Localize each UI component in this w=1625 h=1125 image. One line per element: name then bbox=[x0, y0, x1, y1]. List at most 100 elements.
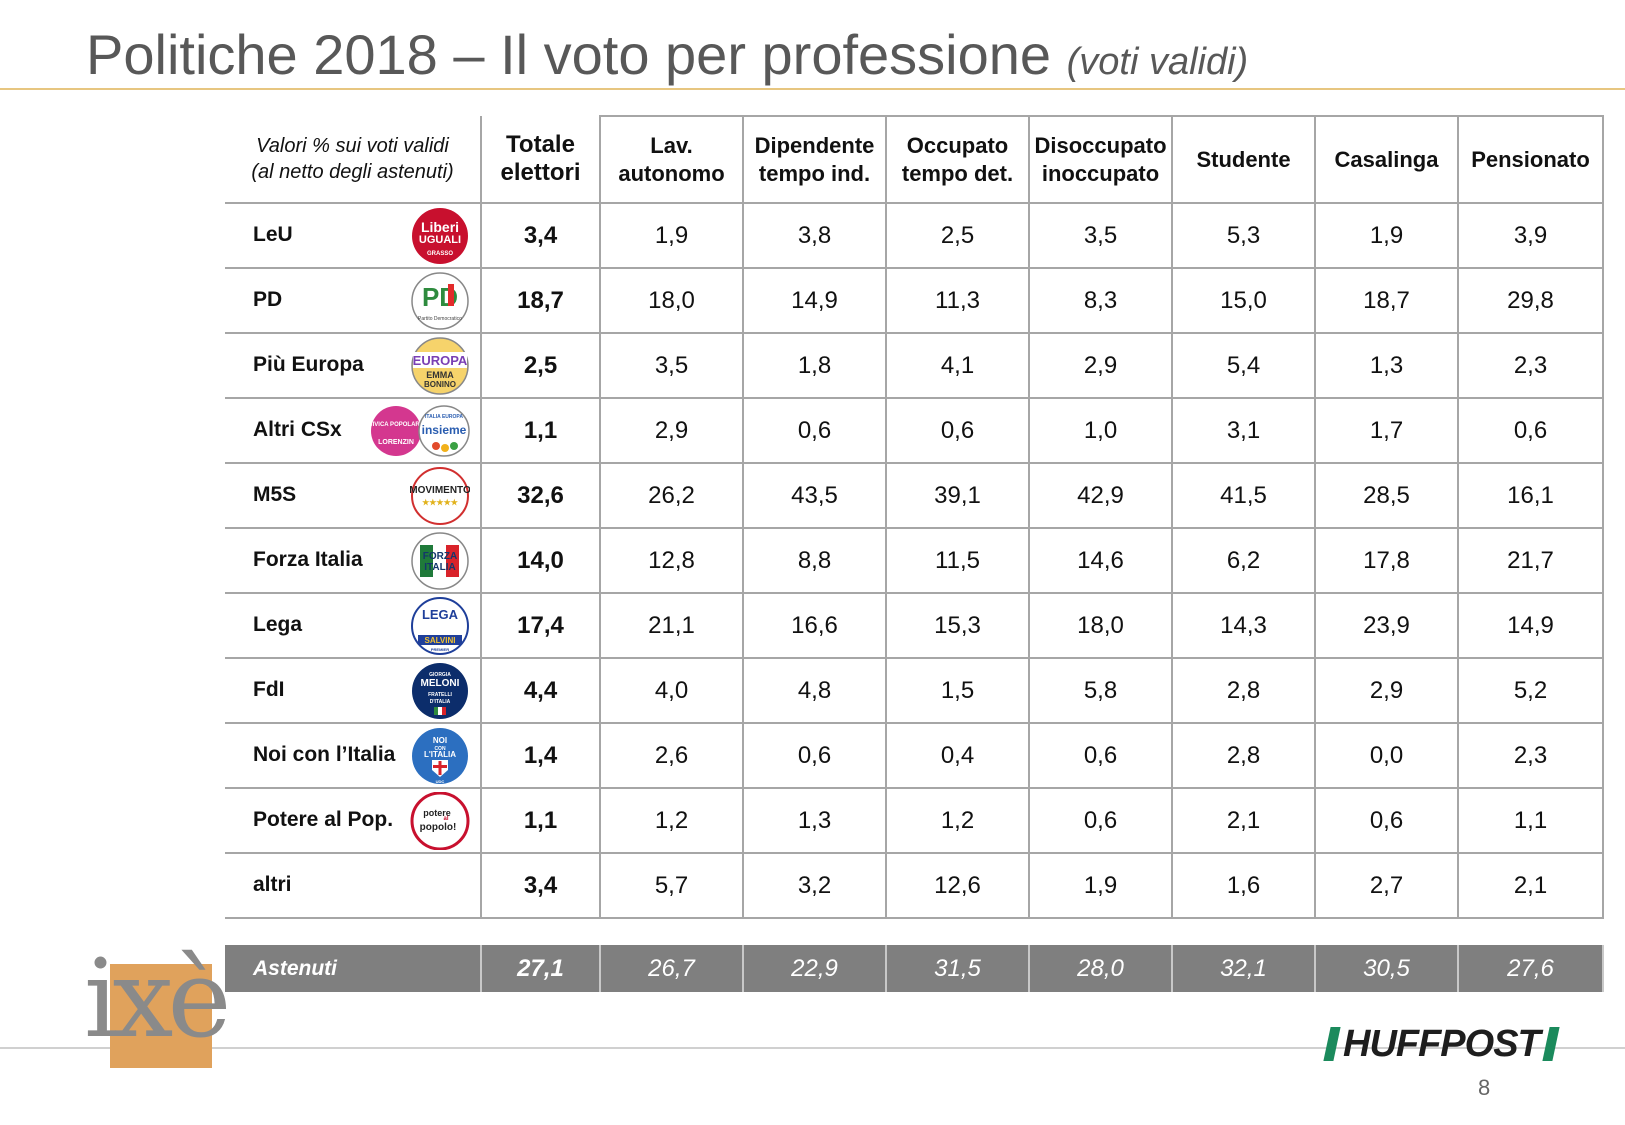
cell-value: 16,6 bbox=[743, 593, 887, 659]
column-header-lav-autonomo: Lav. autonomo bbox=[600, 115, 744, 204]
cell-value: 0,6 bbox=[743, 398, 887, 464]
cell-value: 14,6 bbox=[1029, 528, 1173, 594]
total-value: 17,4 bbox=[481, 593, 601, 659]
logo-text: UGUALI bbox=[419, 234, 461, 246]
col-header-line2: tempo det. bbox=[901, 160, 1014, 186]
cell-value: 39,1 bbox=[886, 463, 1030, 529]
cell-value: 5,7 bbox=[600, 853, 744, 919]
logo-text: EMMA bbox=[426, 370, 454, 380]
cell-value: 2,9 bbox=[1315, 658, 1459, 724]
civica-popolare-disc bbox=[371, 406, 421, 456]
cell-value: 5,8 bbox=[1029, 658, 1173, 724]
column-header-casalinga: Casalinga bbox=[1315, 115, 1459, 204]
cell-value: 0,4 bbox=[886, 723, 1030, 789]
col-header-line1: Occupato bbox=[906, 132, 1009, 158]
total-value: 1,1 bbox=[481, 788, 601, 854]
flag-red bbox=[446, 545, 459, 577]
abstain-label: Astenuti bbox=[225, 945, 482, 992]
abstain-row: Astenuti 27,1 26,7 22,9 31,5 28,0 32,1 30,5 27,6 bbox=[225, 945, 1604, 992]
column-header-pensionato: Pensionato bbox=[1458, 115, 1604, 204]
party-row-noi-con-l-italia: Noi con l’Italia NOI CON L'ITALIA UDC 1,4 2,6 0… bbox=[225, 723, 1604, 789]
col-header-line2: inoccupato bbox=[1041, 160, 1160, 186]
cell-value: 4,8 bbox=[743, 658, 887, 724]
party-cell: Noi con l’Italia NOI CON L'ITALIA UDC bbox=[225, 723, 482, 789]
page-number: 8 bbox=[1478, 1075, 1491, 1100]
logo-text: ★★★★★ bbox=[422, 498, 459, 507]
column-header-dipendente: Dipendente tempo ind. bbox=[743, 115, 887, 204]
cell-value: 8,3 bbox=[1029, 268, 1173, 334]
logo-text: Liberi bbox=[421, 219, 459, 235]
insieme-dot-green bbox=[450, 442, 458, 450]
insieme-dot-yellow bbox=[441, 444, 449, 452]
abstain-value: 32,1 bbox=[1172, 945, 1316, 992]
total-value: 4,4 bbox=[481, 658, 601, 724]
cell-value: 1,9 bbox=[1029, 853, 1173, 919]
values-note-line2: (al netto degli astenuti) bbox=[251, 161, 454, 183]
cell-value: 15,0 bbox=[1172, 268, 1316, 334]
cell-value: 17,8 bbox=[1315, 528, 1459, 594]
col-header-line2: autonomo bbox=[618, 160, 725, 186]
party-cell: M5S MOVIMENTO ★★★★★ bbox=[225, 463, 482, 529]
party-name: Altri CSx bbox=[253, 418, 342, 441]
cell-value: 3,1 bbox=[1172, 398, 1316, 464]
title-divider bbox=[0, 88, 1625, 90]
cell-value: 18,0 bbox=[600, 268, 744, 334]
cell-value: 4,1 bbox=[886, 333, 1030, 399]
cell-value: 5,3 bbox=[1172, 203, 1316, 269]
logo-band bbox=[418, 635, 462, 645]
total-value: 1,1 bbox=[481, 398, 601, 464]
logo-red-stripe bbox=[448, 284, 454, 306]
col-header-line2: tempo ind. bbox=[758, 160, 871, 186]
total-value: 2,5 bbox=[481, 333, 601, 399]
col-header-line1: Disoccupato bbox=[1034, 132, 1167, 158]
cell-value: 3,5 bbox=[1029, 203, 1173, 269]
total-value: 18,7 bbox=[481, 268, 601, 334]
logo-text: CIVICA POPOLARE bbox=[370, 422, 424, 428]
column-header-studente: Studente bbox=[1172, 115, 1316, 204]
cell-value: 1,6 bbox=[1172, 853, 1316, 919]
logo-text: popolo! bbox=[420, 822, 457, 833]
logo-text: ITALIA bbox=[424, 562, 455, 573]
party-cell: Più Europa EUROPA EMMA BONINO bbox=[225, 333, 482, 399]
party-cell: Forza Italia FORZA ITALIA bbox=[225, 528, 482, 594]
flag-white bbox=[433, 545, 446, 577]
abstain-value: 28,0 bbox=[1029, 945, 1173, 992]
cell-value: 0,6 bbox=[1458, 398, 1604, 464]
cell-value: 2,5 bbox=[886, 203, 1030, 269]
total-header-line2: elettori bbox=[500, 159, 581, 186]
party-name: Lega bbox=[253, 613, 303, 636]
ixe-logo: ixè bbox=[84, 946, 231, 1068]
cell-value: 28,5 bbox=[1315, 463, 1459, 529]
total-value: 32,6 bbox=[481, 463, 601, 529]
party-row-leu: LeU Liberi UGUALI GRASSO 3,4 1,9 3,8 2,5 3,5 5,3 1… bbox=[225, 203, 1604, 269]
party-row-piu-europa: Più Europa EUROPA EMMA BONINO 2,5 3,5 1,8 4,1 2,… bbox=[225, 333, 1604, 399]
cell-value: 12,6 bbox=[886, 853, 1030, 919]
cell-value: 16,1 bbox=[1458, 463, 1604, 529]
logo-text: al bbox=[443, 816, 448, 822]
values-note: Valori % sui voti validi (al netto degli … bbox=[225, 116, 482, 204]
cell-value: 12,8 bbox=[600, 528, 744, 594]
logo-text: LORENZIN bbox=[378, 439, 414, 446]
logo-disc bbox=[410, 792, 470, 850]
values-note-line1: Valori % sui voti validi bbox=[256, 135, 449, 157]
title-main: Politiche 2018 – Il voto per professione bbox=[86, 23, 1052, 86]
cell-value: 5,4 bbox=[1172, 333, 1316, 399]
party-name: Più Europa bbox=[253, 353, 364, 376]
total-value: 14,0 bbox=[481, 528, 601, 594]
logo-text: LEGA bbox=[422, 607, 459, 622]
flame-white bbox=[438, 707, 442, 715]
col-header-line1: Casalinga bbox=[1334, 146, 1439, 172]
cell-value: 1,5 bbox=[886, 658, 1030, 724]
cell-value: 2,3 bbox=[1458, 333, 1604, 399]
cell-value: 2,9 bbox=[1029, 333, 1173, 399]
cell-value: 15,3 bbox=[886, 593, 1030, 659]
cell-value: 2,9 bbox=[600, 398, 744, 464]
cell-value: 1,2 bbox=[600, 788, 744, 854]
cell-value: 0,6 bbox=[743, 723, 887, 789]
cell-value: 1,3 bbox=[1315, 333, 1459, 399]
total-value: 1,4 bbox=[481, 723, 601, 789]
cell-value: 1,9 bbox=[600, 203, 744, 269]
logo-band bbox=[413, 352, 467, 368]
